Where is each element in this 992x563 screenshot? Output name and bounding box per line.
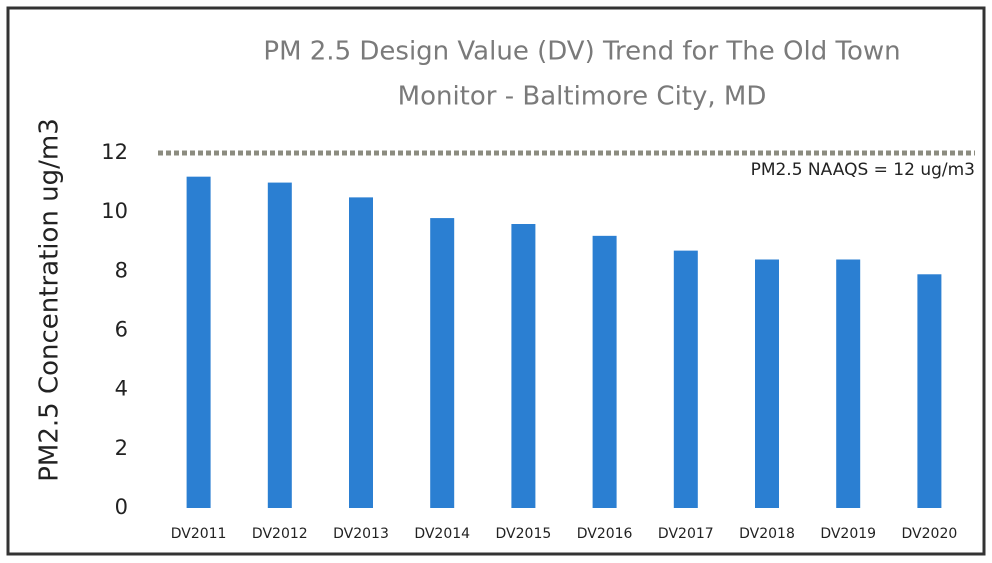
bar <box>755 259 779 508</box>
x-tick-label: DV2020 <box>902 526 958 542</box>
reference-line-label: PM2.5 NAAQS = 12 ug/m3 <box>751 160 975 180</box>
bar <box>917 274 942 508</box>
y-tick-label: 0 <box>115 495 128 519</box>
bar <box>592 235 617 509</box>
x-tick-label: DV2012 <box>252 526 308 542</box>
bar <box>511 224 536 508</box>
y-tick-label: 8 <box>115 258 128 282</box>
x-tick-label: DV2013 <box>333 526 389 542</box>
bar <box>836 259 861 508</box>
x-tick-label: DV2011 <box>171 526 227 542</box>
y-tick-label: 4 <box>115 377 128 401</box>
x-tick-label: DV2017 <box>658 526 714 542</box>
x-tick-label: DV2019 <box>820 526 876 542</box>
bar <box>267 182 292 509</box>
bar <box>430 218 455 509</box>
bar <box>349 197 373 508</box>
y-tick-label: 2 <box>115 436 128 460</box>
x-tick-label: DV2015 <box>496 526 552 542</box>
x-tick-label: DV2014 <box>414 526 470 542</box>
frame <box>6 6 986 556</box>
chart-title: Monitor - Baltimore City, MD <box>398 82 767 112</box>
x-tick-label: DV2016 <box>577 526 633 542</box>
chart-title: PM 2.5 Design Value (DV) Trend for The O… <box>263 37 900 67</box>
y-tick-label: 10 <box>101 199 128 223</box>
bar <box>673 250 698 508</box>
x-tick-label: DV2018 <box>739 526 795 542</box>
bar <box>186 176 211 508</box>
y-tick-label: 6 <box>115 318 128 342</box>
y-tick-label: 12 <box>101 140 128 164</box>
y-axis-label: PM2.5 Concentration ug/m3 <box>35 118 65 482</box>
